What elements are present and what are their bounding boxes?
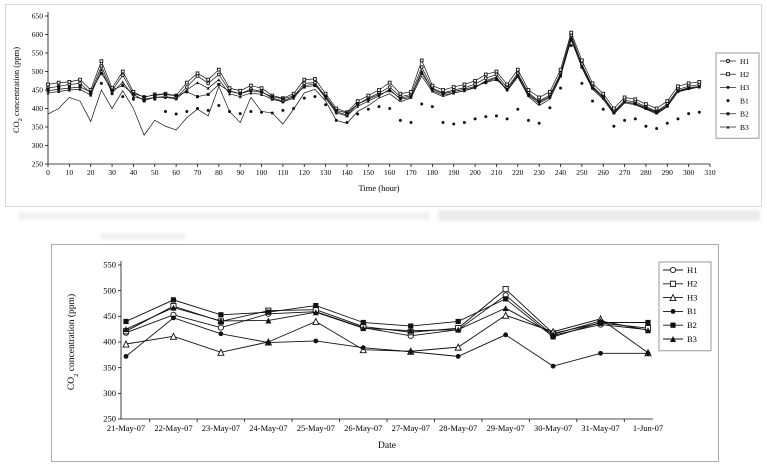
legend: H1 H2 H3 B1 B2 B3: [715, 52, 760, 139]
svg-text:400: 400: [32, 104, 44, 113]
svg-text:280: 280: [640, 168, 652, 177]
svg-text:130: 130: [320, 168, 332, 177]
svg-text:1-Jun-07: 1-Jun-07: [633, 423, 663, 433]
svg-text:450: 450: [103, 311, 116, 321]
svg-text:160: 160: [384, 168, 396, 177]
svg-text:180: 180: [427, 168, 439, 177]
svg-text:250: 250: [32, 160, 44, 169]
svg-text:60: 60: [172, 168, 180, 177]
svg-text:250: 250: [103, 414, 116, 424]
svg-text:300: 300: [32, 141, 44, 150]
svg-text:H2: H2: [687, 279, 697, 289]
svg-text:110: 110: [277, 168, 288, 177]
svg-text:500: 500: [103, 285, 116, 295]
hourly-co2-chart: 250 300 350 400 450 500 550 600 650 0 10 20 30 40 50 60…: [5, 4, 762, 207]
svg-text:H1: H1: [740, 57, 749, 66]
svg-text:250: 250: [576, 168, 588, 177]
svg-text:30: 30: [108, 168, 116, 177]
svg-text:260: 260: [598, 168, 610, 177]
svg-text:B2: B2: [687, 320, 697, 330]
svg-text:20: 20: [87, 168, 95, 177]
svg-text:300: 300: [683, 168, 695, 177]
svg-text:310: 310: [704, 168, 716, 177]
svg-text:B3: B3: [740, 123, 749, 132]
faded-caption-smudge: [100, 233, 186, 240]
svg-text:350: 350: [103, 362, 116, 372]
svg-text:220: 220: [512, 168, 524, 177]
svg-text:350: 350: [32, 123, 44, 132]
svg-text:300: 300: [103, 388, 116, 398]
svg-text:650: 650: [32, 12, 44, 21]
svg-text:B3: B3: [687, 334, 697, 344]
svg-text:10: 10: [66, 168, 74, 177]
svg-text:CO2 concentration (ppm): CO2 concentration (ppm): [66, 294, 80, 390]
svg-text:150: 150: [363, 168, 375, 177]
svg-text:190: 190: [448, 168, 460, 177]
svg-text:H3: H3: [740, 83, 749, 92]
svg-text:H2: H2: [740, 70, 749, 79]
daily-co2-chart: 250 300 350 400 450 500 550 21-May-07 22-May-07 2…: [51, 244, 719, 462]
svg-text:Time (hour): Time (hour): [358, 183, 399, 193]
svg-text:28-May-07: 28-May-07: [439, 423, 477, 433]
svg-text:22-May-07: 22-May-07: [154, 423, 192, 433]
svg-text:50: 50: [151, 168, 159, 177]
svg-text:290: 290: [662, 168, 674, 177]
svg-text:550: 550: [103, 260, 116, 270]
svg-text:23-May-07: 23-May-07: [202, 423, 240, 433]
hourly-co2-chart-svg: 250 300 350 400 450 500 550 600 650 0 10 20 30 40 50 60…: [11, 12, 760, 193]
daily-co2-chart-svg: 250 300 350 400 450 500 550 21-May-07 22-May-07 2…: [66, 260, 712, 451]
svg-text:70: 70: [194, 168, 202, 177]
svg-text:29-May-07: 29-May-07: [487, 423, 525, 433]
svg-text:26-May-07: 26-May-07: [344, 423, 382, 433]
svg-text:120: 120: [299, 168, 311, 177]
svg-text:27-May-07: 27-May-07: [392, 423, 430, 433]
svg-text:500: 500: [32, 67, 44, 76]
svg-text:21-May-07: 21-May-07: [107, 423, 145, 433]
svg-text:B1: B1: [687, 306, 697, 316]
svg-text:170: 170: [405, 168, 417, 177]
svg-text:90: 90: [236, 168, 244, 177]
svg-text:24-May-07: 24-May-07: [249, 423, 287, 433]
svg-text:240: 240: [555, 168, 567, 177]
svg-text:210: 210: [491, 168, 503, 177]
svg-text:450: 450: [32, 86, 44, 95]
svg-text:B1: B1: [740, 96, 749, 105]
svg-text:H1: H1: [687, 265, 697, 275]
svg-text:200: 200: [469, 168, 481, 177]
svg-text:550: 550: [32, 49, 44, 58]
svg-text:0: 0: [46, 168, 50, 177]
faded-caption-smudge: [438, 210, 760, 221]
svg-text:H3: H3: [687, 292, 697, 302]
svg-text:30-May-07: 30-May-07: [534, 423, 572, 433]
svg-text:40: 40: [130, 168, 138, 177]
legend: H1 H2 H3 B1 B2 B3: [658, 261, 712, 352]
svg-text:Date: Date: [378, 441, 396, 451]
svg-text:140: 140: [341, 168, 353, 177]
svg-text:25-May-07: 25-May-07: [297, 423, 335, 433]
svg-text:80: 80: [215, 168, 223, 177]
svg-text:270: 270: [619, 168, 631, 177]
svg-text:CO2 concentration (ppm): CO2 concentration (ppm): [11, 47, 24, 133]
svg-text:B2: B2: [740, 110, 749, 119]
faded-caption-smudge: [18, 212, 430, 220]
svg-text:400: 400: [103, 337, 116, 347]
svg-text:31-May-07: 31-May-07: [581, 423, 619, 433]
svg-text:100: 100: [256, 168, 268, 177]
svg-text:230: 230: [534, 168, 546, 177]
svg-text:600: 600: [32, 30, 44, 39]
